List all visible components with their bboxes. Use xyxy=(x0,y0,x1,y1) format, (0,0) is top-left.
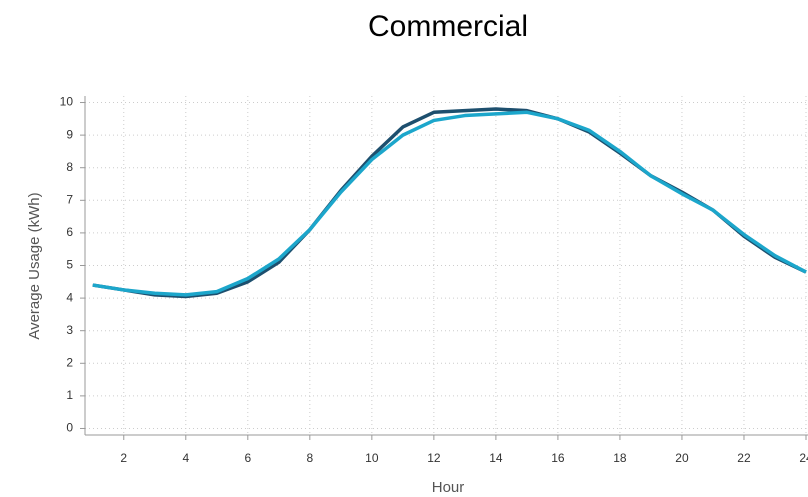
x-axis-label: Hour xyxy=(432,479,465,496)
x-tick-label: 4 xyxy=(182,451,189,465)
x-tick-label: 6 xyxy=(244,451,251,465)
y-tick-label: 6 xyxy=(66,225,73,239)
y-axis-label: Average Usage (kWh) xyxy=(26,192,43,339)
x-tick-label: 2 xyxy=(120,451,127,465)
chart-title: Commercial xyxy=(368,10,528,43)
y-tick-label: 9 xyxy=(66,127,73,141)
x-tick-label: 24 xyxy=(799,451,808,465)
y-tick-label: 3 xyxy=(66,323,73,337)
y-tick-label: 5 xyxy=(66,258,73,272)
y-tick-label: 0 xyxy=(66,421,73,435)
y-tick-label: 10 xyxy=(60,95,74,109)
x-tick-label: 18 xyxy=(613,451,627,465)
x-tick-label: 12 xyxy=(427,451,441,465)
x-tick-label: 14 xyxy=(489,451,503,465)
x-tick-label: 8 xyxy=(306,451,313,465)
y-tick-label: 8 xyxy=(66,160,73,174)
series-line xyxy=(92,110,807,297)
x-tick-label: 20 xyxy=(675,451,689,465)
y-tick-label: 2 xyxy=(66,355,73,369)
y-tick-label: 4 xyxy=(66,290,73,304)
y-tick-label: 1 xyxy=(66,388,73,402)
x-tick-label: 10 xyxy=(365,451,379,465)
y-tick-label: 7 xyxy=(66,192,73,206)
x-tick-label: 16 xyxy=(551,451,565,465)
x-tick-label: 22 xyxy=(737,451,751,465)
